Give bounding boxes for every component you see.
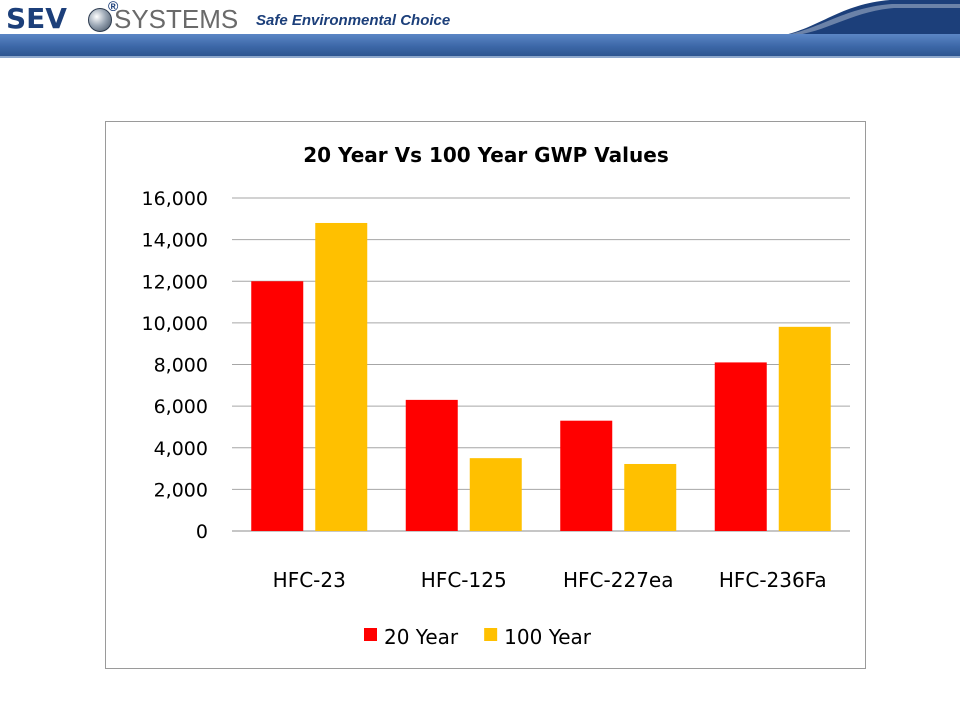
globe-icon [88,8,112,32]
registered-mark: ® [108,0,119,14]
bar-20-year [405,399,458,531]
bar-100-year [315,222,368,531]
y-tick-label: 14,000 [142,230,208,252]
header: SEV ® SYSTEMS Safe Environmental Choice [0,0,960,60]
bar-20-year [251,281,304,531]
y-tick-label: 4,000 [154,438,208,460]
y-tick-label: 8,000 [154,355,208,377]
x-tick-label: HFC-125 [421,568,507,592]
header-bar [0,34,960,56]
x-tick-label: HFC-23 [273,568,346,592]
legend-swatch [364,628,377,641]
legend-label: 100 Year [504,625,592,649]
x-axis-ticks: HFC-23 HFC-125 HFC-227ea HFC-236Fa [273,568,827,592]
y-tick-label: 16,000 [142,188,208,210]
y-tick-label: 6,000 [154,396,208,418]
y-axis-ticks: 0 2,000 4,000 6,000 8,000 10,000 12,000 14,000 1… [142,188,208,543]
gwp-bar-chart: 20 Year Vs 100 Year GWP Values 0 2,000 4,0… [142,143,850,649]
legend-swatch [484,628,498,641]
bars [251,222,831,531]
chart-title: 20 Year Vs 100 Year GWP Values [303,143,668,167]
bar-100-year [624,463,677,531]
header-divider [0,56,960,58]
x-tick-label: HFC-236Fa [719,568,827,592]
x-tick-label: HFC-227ea [563,568,673,592]
legend-label: 20 Year [384,625,459,649]
y-tick-label: 0 [196,521,208,543]
bar-100-year [778,326,831,531]
y-tick-label: 10,000 [142,313,208,335]
header-swoosh-decoration [780,0,960,36]
bar-20-year [560,420,613,531]
tagline: Safe Environmental Choice [256,12,451,29]
bar-20-year [714,362,767,531]
brand-logo-secondary: SYSTEMS [114,4,239,34]
y-tick-label: 2,000 [154,479,208,501]
chart-frame: 20 Year Vs 100 Year GWP Values 0 2,000 4,0… [105,121,866,669]
bar-100-year [469,458,522,531]
y-tick-label: 12,000 [142,271,208,293]
legend: 20 Year 100 Year [364,625,592,649]
brand-logo-primary: SEV [6,2,67,35]
